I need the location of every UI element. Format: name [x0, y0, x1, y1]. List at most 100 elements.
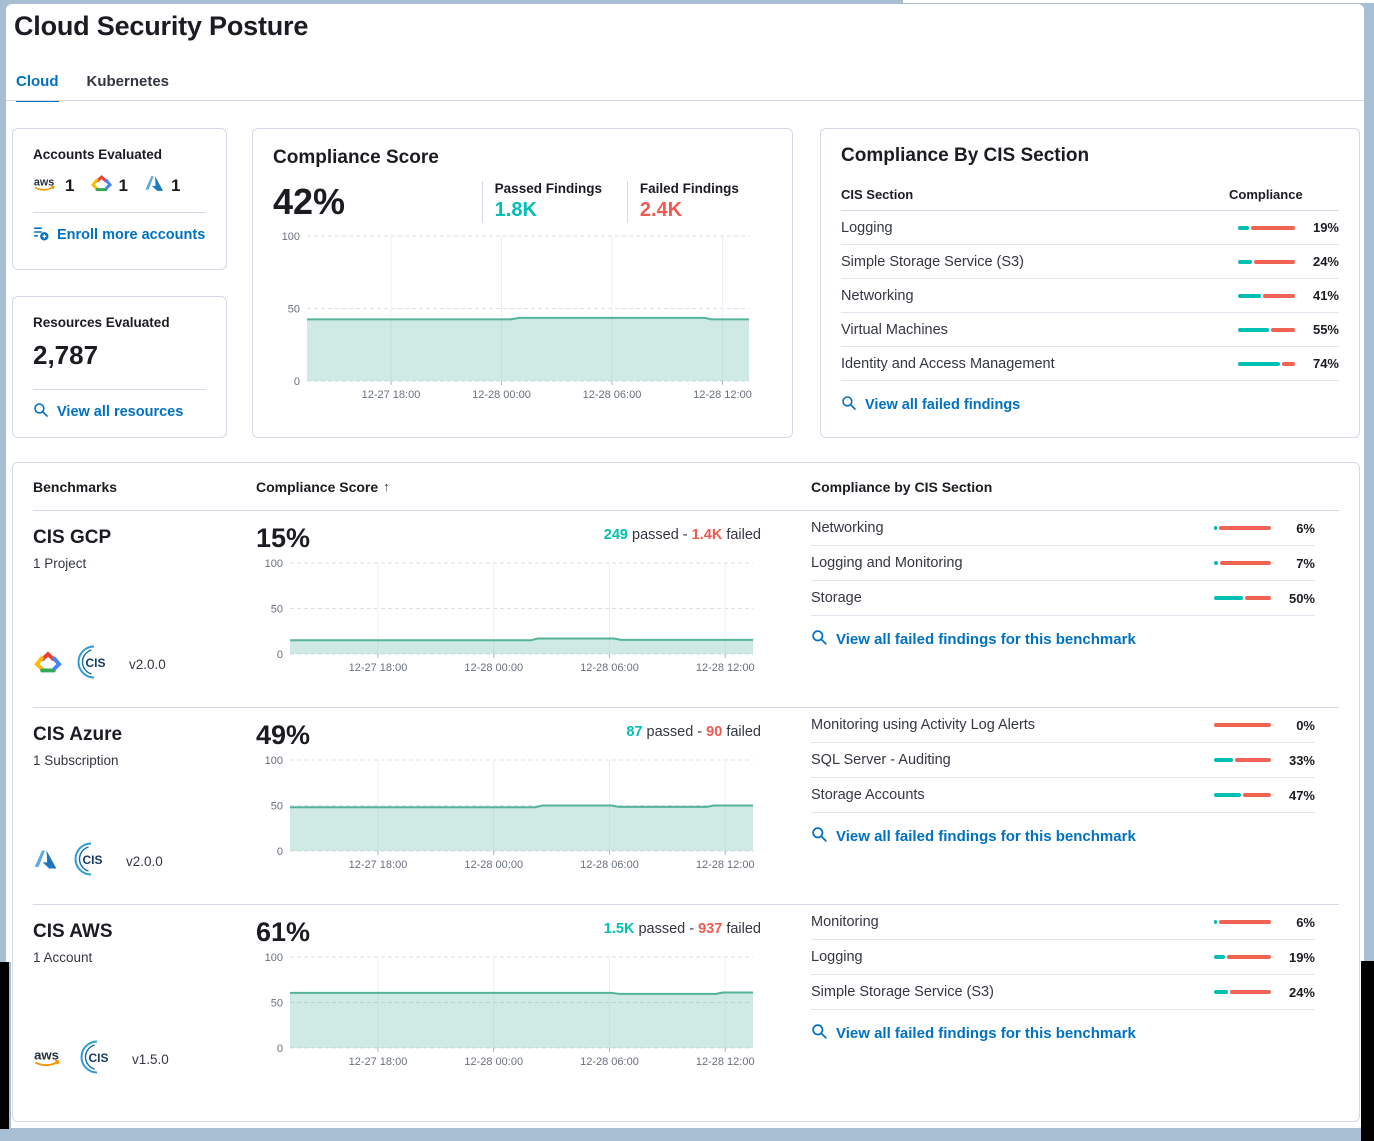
compliance-score-trend-chart: 0 50 100 12-27 18:00 12-28 00:00 12-28 06:00 1… [273, 231, 757, 403]
failed-findings-label: Failed Findings [639, 181, 739, 196]
compliance-pct: 6% [1296, 914, 1315, 930]
compliance-pct: 19% [1288, 949, 1315, 965]
passed-findings-value: 1.8K [494, 199, 537, 221]
compliance-bar [1214, 955, 1271, 959]
failed-word: failed [722, 527, 761, 543]
compliance-by-cis-section-column-header: Compliance by CIS Section [811, 478, 993, 495]
benchmark-trend-chart: 0 50 100 12-27 18:00 12-28 00:00 12-28 06:00 1… [256, 558, 761, 676]
section-label: Monitoring using Activity Log Alerts [811, 717, 1036, 733]
compliance-bar [1238, 225, 1295, 230]
view-failed-findings-benchmark-link[interactable]: View all failed findings for this benchm… [811, 826, 1315, 847]
benchmarks-column-header: Benchmarks [33, 478, 118, 495]
compliance-pct: 41% [1312, 288, 1339, 303]
benchmark-name: CIS Azure [33, 724, 123, 745]
gcp-count: 1 [118, 176, 128, 195]
svg-text:50: 50 [271, 604, 283, 616]
section-label: Monitoring [811, 914, 879, 930]
svg-text:12-27 18:00: 12-27 18:00 [362, 389, 421, 401]
compliance-bar [1238, 293, 1295, 298]
tab-kubernetes[interactable]: Kubernetes [86, 73, 170, 90]
passed-word: passed - [634, 921, 699, 937]
compliance-pct: 0% [1296, 717, 1315, 733]
benchmark-subtitle: 1 Subscription [33, 753, 119, 768]
app-page: Cloud Security Posture Cloud Kubernetes … [6, 4, 1364, 1128]
compliance-score-column-header[interactable]: Compliance Score ↑ [256, 479, 811, 495]
section-row: Monitoring using Activity Log Alerts 0% [811, 708, 1315, 743]
svg-text:0: 0 [277, 846, 283, 858]
view-failed-findings-benchmark-link[interactable]: View all failed findings for this benchm… [811, 629, 1315, 650]
gcp-icon [33, 650, 63, 680]
passed-count: 87 [626, 724, 643, 740]
compliance-bar [1214, 561, 1271, 565]
resources-evaluated-card: Resources Evaluated 2,787 View all resou… [12, 296, 227, 438]
azure-account-count: 1 [144, 174, 180, 198]
svg-text:0: 0 [294, 376, 300, 388]
compliance-bar [1238, 259, 1295, 264]
view-failed-findings-benchmark-link[interactable]: View all failed findings for this benchm… [811, 1023, 1315, 1044]
section-row: Storage Accounts 47% [811, 778, 1315, 813]
compliance-pct: 55% [1312, 322, 1339, 337]
compliance-score-title: Compliance Score [273, 147, 439, 168]
section-label: Logging [811, 949, 863, 965]
passed-word: passed - [627, 527, 692, 543]
svg-text:CIS: CIS [83, 853, 103, 867]
gcp-icon [90, 174, 113, 198]
aws-account-count: aws 1 [33, 174, 75, 198]
benchmark-trend-chart: 0 50 100 12-27 18:00 12-28 00:00 12-28 06:00 1… [256, 952, 761, 1070]
view-all-resources-label: View all resources [57, 404, 184, 420]
benchmarks-table-card: Benchmarks Compliance Score ↑ Compliance… [12, 462, 1360, 1122]
passed-findings-metric: Passed Findings 1.8K [481, 181, 627, 223]
cis-section-label: Simple Storage Service (S3) [841, 244, 1229, 279]
cis-card-title: Compliance By CIS Section [841, 145, 1090, 166]
screen-background [0, 962, 11, 1129]
card-divider [33, 389, 206, 390]
svg-text:12-28 00:00: 12-28 00:00 [464, 1056, 523, 1068]
compliance-bar [1214, 723, 1271, 727]
svg-text:CIS: CIS [89, 1051, 109, 1065]
cis-section-label: Identity and Access Management [841, 346, 1229, 381]
svg-text:50: 50 [271, 801, 283, 813]
aws-icon: aws [33, 1046, 66, 1074]
view-failed-findings-benchmark-label: View all failed findings for this benchm… [836, 1025, 1136, 1042]
view-failed-findings-benchmark-label: View all failed findings for this benchm… [836, 828, 1136, 845]
view-failed-findings-benchmark-label: View all failed findings for this benchm… [836, 631, 1136, 648]
cis-logo-icon: CIS [76, 644, 112, 685]
compliance-pct: 33% [1288, 752, 1315, 768]
svg-text:100: 100 [265, 558, 283, 570]
view-all-resources-link[interactable]: View all resources [33, 402, 206, 422]
list-add-icon [33, 225, 49, 245]
section-label: Storage [811, 590, 862, 606]
view-all-failed-findings-link[interactable]: View all failed findings [841, 395, 1339, 415]
section-row: SQL Server - Auditing 33% [811, 743, 1315, 778]
svg-text:100: 100 [282, 231, 300, 243]
gcp-account-count: 1 [90, 174, 128, 198]
resources-evaluated-title: Resources Evaluated [33, 315, 170, 330]
section-label: Networking [811, 520, 884, 536]
table-row: Simple Storage Service (S3) 24% [841, 244, 1339, 279]
compliance-bar [1214, 526, 1271, 530]
compliance-pct: 24% [1312, 254, 1339, 269]
section-label: Storage Accounts [811, 787, 925, 803]
benchmark-score: 49% [256, 720, 311, 750]
accounts-evaluated-card: Accounts Evaluated aws 1 1 [12, 128, 227, 270]
section-row: Logging 19% [811, 940, 1315, 975]
passed-count: 1.5K [603, 921, 635, 937]
compliance-bar [1214, 758, 1271, 762]
table-row: Identity and Access Management 74% [841, 346, 1339, 381]
svg-text:12-28 06:00: 12-28 06:00 [580, 662, 639, 674]
compliance-pct: 24% [1288, 984, 1315, 1000]
tab-cloud[interactable]: Cloud [16, 73, 59, 102]
benchmark-score: 15% [256, 523, 311, 553]
svg-text:aws: aws [34, 1047, 59, 1062]
compliance-pct: 74% [1312, 356, 1339, 371]
benchmark-subtitle: 1 Project [33, 556, 87, 571]
compliance-column-header: Compliance [1229, 181, 1339, 211]
svg-text:12-28 06:00: 12-28 06:00 [580, 1056, 639, 1068]
benchmark-subtitle: 1 Account [33, 950, 93, 965]
passed-failed-summary: 249 passed - 1.4K failed [604, 525, 761, 543]
card-divider [33, 212, 206, 213]
failed-word: failed [722, 921, 761, 937]
enroll-more-accounts-link[interactable]: Enroll more accounts [33, 225, 206, 245]
compliance-pct: 7% [1296, 555, 1315, 571]
benchmark-row-cis-azure: CIS Azure 1 Subscription CIS v2.0.0 [33, 708, 1339, 905]
